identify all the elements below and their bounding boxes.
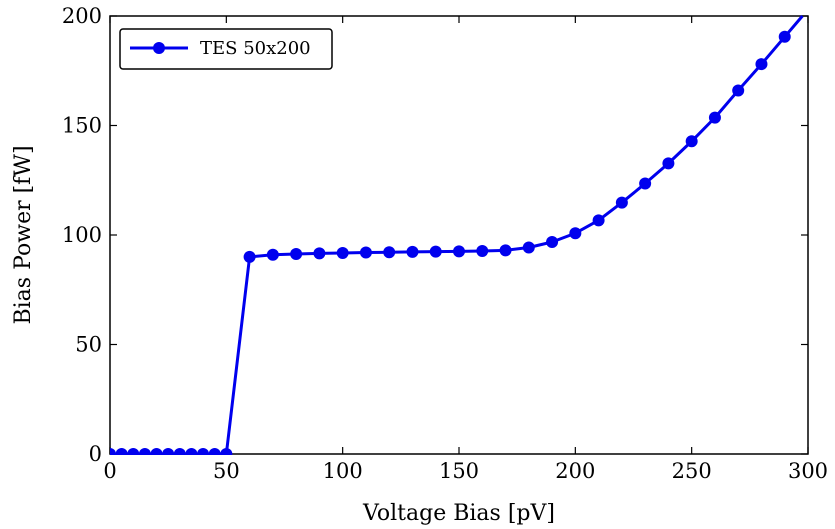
series-group	[110, 15, 804, 455]
data-point	[476, 244, 489, 257]
tick-labels: 0 50 100 150 200 250 300 0 50 100 150 200	[62, 4, 828, 483]
data-point	[138, 448, 151, 455]
data-point	[115, 448, 128, 455]
y-tick-label: 200	[62, 4, 102, 28]
data-point	[453, 245, 465, 258]
data-point	[208, 448, 221, 455]
data-point	[755, 58, 768, 71]
data-point	[173, 448, 186, 455]
y-tick-label: 100	[62, 223, 102, 247]
legend-entry-label: TES 50x200	[200, 38, 311, 59]
data-point	[639, 177, 652, 190]
axis-ticks	[109, 15, 809, 455]
data-point	[313, 247, 326, 260]
data-point	[685, 135, 698, 148]
data-point	[708, 111, 721, 124]
plot-frame	[109, 15, 809, 455]
data-point	[185, 448, 198, 455]
data-point	[359, 246, 372, 259]
data-point	[162, 448, 175, 455]
data-point	[546, 236, 559, 249]
data-point	[243, 250, 256, 263]
legend: TES 50x200	[119, 28, 333, 70]
legend-marker	[153, 42, 165, 54]
x-tick-label: 200	[555, 459, 595, 483]
data-point	[569, 227, 582, 240]
data-point	[522, 241, 535, 254]
y-tick-label: 50	[75, 333, 102, 357]
data-point	[110, 448, 116, 455]
data-point	[778, 30, 791, 43]
data-point	[127, 448, 140, 455]
data-point	[499, 244, 512, 257]
data-point	[615, 196, 628, 209]
x-tick-label: 0	[103, 459, 116, 483]
data-point	[406, 245, 419, 258]
data-point	[732, 84, 745, 97]
data-point	[266, 248, 279, 261]
y-tick-label: 150	[62, 114, 102, 138]
data-point	[150, 448, 163, 455]
data-point	[220, 448, 233, 455]
data-point	[662, 157, 675, 170]
x-tick-label: 50	[213, 459, 240, 483]
series-layer	[110, 15, 804, 455]
data-point	[429, 245, 442, 258]
y-axis-label: Bias Power [fW]	[11, 145, 36, 324]
x-tick-label: 100	[323, 459, 363, 483]
x-tick-label: 150	[439, 459, 479, 483]
data-point	[197, 448, 210, 455]
data-point	[290, 248, 303, 261]
plot-area	[109, 15, 809, 455]
legend-box	[119, 28, 333, 70]
data-point	[336, 246, 349, 259]
x-tick-label: 300	[788, 459, 828, 483]
data-point	[383, 246, 396, 259]
data-point	[592, 214, 605, 227]
x-tick-label: 250	[672, 459, 712, 483]
y-tick-label: 0	[89, 442, 102, 466]
x-axis-label: Voltage Bias [pV]	[362, 501, 555, 526]
